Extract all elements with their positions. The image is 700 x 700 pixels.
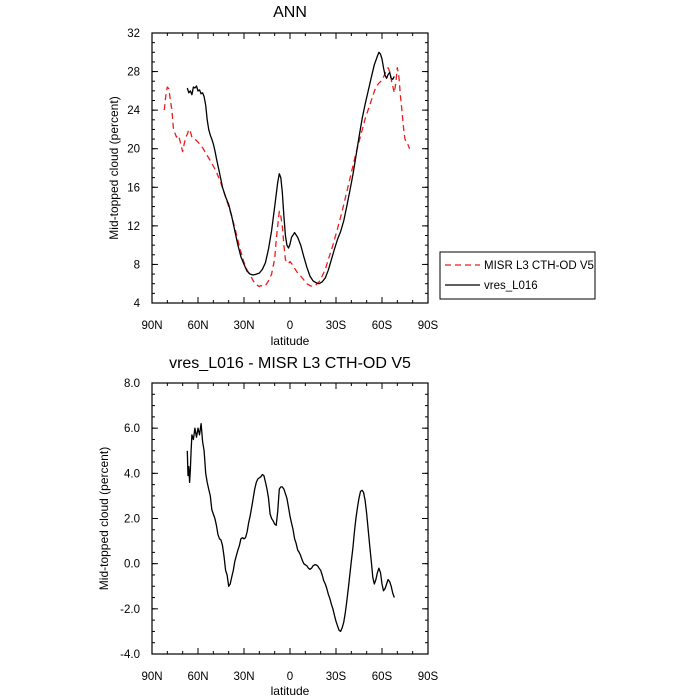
x-tick-label: 0: [287, 671, 293, 683]
x-tick-label: 30N: [233, 320, 254, 332]
chart-title: ANN: [273, 4, 307, 21]
x-tick-label: 30S: [326, 320, 347, 332]
x-tick-label: 90S: [418, 320, 439, 332]
series-line-0: [186, 422, 395, 633]
series-line-1: [186, 51, 395, 285]
x-axis-label: latitude: [271, 684, 310, 698]
x-tick-label: 90S: [418, 671, 439, 683]
chart-panel-annual: ANN 90N 60N 30N 0 30S 60S 90S 4 8 12 16 20 24 28 32 lati…: [107, 4, 596, 348]
legend-box: [439, 251, 596, 300]
y-tick-label: 20: [127, 144, 140, 156]
x-tick-label: 90N: [141, 320, 162, 332]
y-axis-label: Mid-topped cloud (percent): [97, 447, 111, 590]
chart-panel-difference: vres_L016 - MISR L3 CTH-OD V5 90N 60N 30N 0 3…: [97, 355, 439, 698]
y-tick-label: 12: [127, 221, 140, 233]
y-axis-label: Mid-topped cloud (percent): [107, 96, 121, 239]
x-tick-label: 60N: [187, 320, 208, 332]
y-tick-label: 32: [127, 28, 140, 40]
y-tick-label: 8: [134, 259, 140, 271]
y-tick-label: 2.0: [124, 514, 140, 526]
y-tick-label: -4.0: [120, 649, 140, 661]
y-tick-label: -2.0: [120, 604, 140, 616]
x-tick-label: 30N: [233, 671, 254, 683]
legend-entry-1: vres_L016: [484, 280, 538, 292]
x-tick-label: 90N: [141, 671, 162, 683]
y-tick-label: 28: [127, 67, 140, 79]
x-tick-label: 60N: [187, 671, 208, 683]
x-tick-label: 60S: [372, 320, 393, 332]
plot-frame: [151, 382, 429, 655]
y-tick-label: 0.0: [124, 559, 140, 571]
y-tick-label: 4.0: [124, 468, 140, 480]
y-tick-label: 24: [127, 105, 140, 117]
x-tick-label: 0: [287, 320, 293, 332]
x-tick-label: 30S: [326, 671, 347, 683]
y-tick-label: 4: [134, 298, 141, 310]
legend: MISR L3 CTH-OD V5 vres_L016: [439, 251, 596, 300]
series-line-0: [163, 67, 411, 288]
y-tick-label: 8.0: [124, 378, 140, 390]
y-tick-label: 16: [127, 182, 140, 194]
legend-entry-0: MISR L3 CTH-OD V5: [484, 260, 594, 272]
x-tick-label: 60S: [372, 671, 393, 683]
x-axis-label: latitude: [271, 334, 310, 348]
plot-frame: [151, 32, 429, 304]
y-tick-label: 6.0: [124, 423, 140, 435]
chart-title: vres_L016 - MISR L3 CTH-OD V5: [169, 355, 411, 372]
